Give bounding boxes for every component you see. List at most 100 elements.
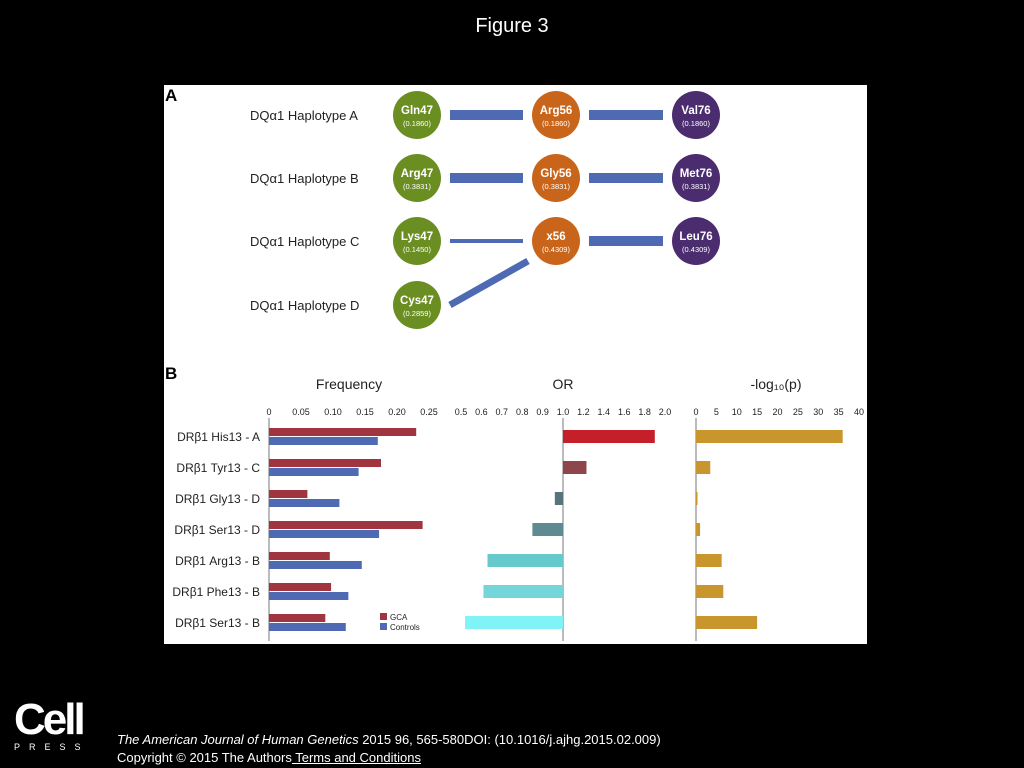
pvalue-bar (696, 585, 724, 598)
citation-line: The American Journal of Human Genetics 2… (117, 731, 661, 749)
allele-frequency: (0.3831) (403, 182, 431, 191)
figure-svg: A DQα1 Haplotype A Gln47 (0.1860) Arg56 (0.18… (165, 86, 864, 641)
pvalue-tick-label: 25 (793, 407, 803, 417)
or-tick-label: 1.2 (577, 407, 590, 417)
legend-label: Controls (390, 623, 420, 632)
haplotype-label: DQα1 Haplotype D (250, 298, 359, 313)
frequency-bar-controls (269, 530, 380, 538)
allele-name: x56 (546, 231, 565, 243)
frequency-tick-label: 0.10 (324, 407, 342, 417)
allele-node (672, 91, 720, 139)
pvalue-tick-label: 5 (714, 407, 719, 417)
allele-frequency: (0.4309) (682, 245, 710, 254)
panel-b-label: B (165, 364, 177, 383)
frequency-bar-gca (269, 521, 423, 529)
or-tick-label: 2.0 (659, 407, 672, 417)
allele-node (393, 91, 441, 139)
legend-swatch (380, 623, 387, 630)
allele-frequency: (0.1450) (403, 245, 431, 254)
pvalue-tick-label: 0 (693, 407, 698, 417)
or-chart-title: OR (553, 376, 574, 392)
pvalue-tick-label: 40 (854, 407, 864, 417)
or-tick-label: 0.8 (516, 407, 529, 417)
figure-panel: A DQα1 Haplotype A Gln47 (0.1860) Arg56 (0.18… (164, 85, 867, 644)
frequency-bar-controls (269, 561, 362, 569)
allele-node (532, 91, 580, 139)
category-label: DRβ1 Tyr13 - C (176, 461, 260, 475)
or-bar (563, 430, 655, 443)
allele-name: Leu76 (679, 231, 712, 243)
frequency-bar-controls (269, 592, 349, 600)
allele-name: Gly56 (540, 168, 571, 180)
or-tick-label: 1.0 (557, 407, 570, 417)
frequency-tick-label: 0.15 (356, 407, 374, 417)
frequency-tick-label: 0.20 (388, 407, 406, 417)
allele-frequency: (0.1860) (403, 119, 431, 128)
haplotype-label: DQα1 Haplotype B (250, 171, 359, 186)
or-tick-label: 0.9 (536, 407, 549, 417)
figure-title: Figure 3 (475, 15, 549, 37)
allele-name: Lys47 (401, 231, 433, 243)
allele-node (393, 281, 441, 329)
pvalue-tick-label: 30 (813, 407, 823, 417)
or-tick-label: 0.5 (455, 407, 468, 417)
allele-name: Arg47 (401, 168, 434, 180)
allele-frequency: (0.1860) (682, 119, 710, 128)
or-bar (563, 461, 587, 474)
logo-sub-text: PRESS (14, 742, 90, 752)
allele-frequency: (0.1860) (542, 119, 570, 128)
citation-block: The American Journal of Human Genetics 2… (117, 731, 661, 767)
or-bar (532, 523, 563, 536)
allele-node (393, 217, 441, 265)
haplotype-link (448, 257, 530, 309)
pvalue-bar (696, 492, 698, 505)
category-label: DRβ1 Ser13 - B (175, 616, 260, 630)
or-tick-label: 0.7 (496, 407, 509, 417)
pvalue-bar (696, 430, 843, 443)
frequency-bar-controls (269, 499, 340, 507)
allele-name: Val76 (681, 105, 710, 117)
frequency-tick-label: 0.25 (420, 407, 438, 417)
legend-swatch (380, 613, 387, 620)
cell-press-logo: Cell PRESS (14, 698, 90, 753)
haplotype-label: DQα1 Haplotype A (250, 108, 358, 123)
allele-node (672, 154, 720, 202)
allele-name: Arg56 (540, 105, 573, 117)
or-tick-label: 1.4 (598, 407, 611, 417)
frequency-tick-label: 0.05 (292, 407, 310, 417)
allele-frequency: (0.2859) (403, 309, 431, 318)
frequency-bar-controls (269, 437, 378, 445)
haplotype-label: DQα1 Haplotype C (250, 234, 359, 249)
category-label: DRβ1 His13 - A (177, 430, 260, 444)
pvalue-tick-label: 15 (752, 407, 762, 417)
frequency-bar-gca (269, 583, 332, 591)
journal-name: The American Journal of Human Genetics (117, 732, 359, 747)
or-bar (554, 492, 563, 505)
terms-link[interactable]: Terms and Conditions (291, 750, 421, 765)
category-label: DRβ1 Arg13 - B (175, 554, 260, 568)
citation-details: 2015 96, 565-580DOI: (10.1016/j.ajhg.201… (358, 732, 661, 747)
allele-name: Gln47 (401, 105, 433, 117)
allele-node (532, 154, 580, 202)
allele-frequency: (0.4309) (542, 245, 570, 254)
panel-a-label: A (165, 86, 177, 105)
category-label: DRβ1 Ser13 - D (174, 523, 260, 537)
frequency-bar-gca (269, 614, 326, 622)
pvalue-chart-title: -log₁₀(p) (751, 376, 802, 392)
or-tick-label: 0.6 (475, 407, 488, 417)
or-bar (483, 585, 563, 598)
or-tick-label: 1.6 (618, 407, 631, 417)
allele-node (672, 217, 720, 265)
frequency-chart-title: Frequency (316, 376, 382, 392)
pvalue-bar (696, 523, 701, 536)
allele-name: Cys47 (400, 295, 434, 307)
pvalue-tick-label: 10 (732, 407, 742, 417)
pvalue-tick-label: 20 (772, 407, 782, 417)
pvalue-bar (696, 461, 711, 474)
frequency-bar-gca (269, 459, 381, 467)
category-label: DRβ1 Gly13 - D (175, 492, 260, 506)
allele-frequency: (0.3831) (542, 182, 570, 191)
pvalue-bar (696, 554, 722, 567)
or-tick-label: 1.8 (638, 407, 651, 417)
frequency-tick-label: 0 (266, 407, 271, 417)
